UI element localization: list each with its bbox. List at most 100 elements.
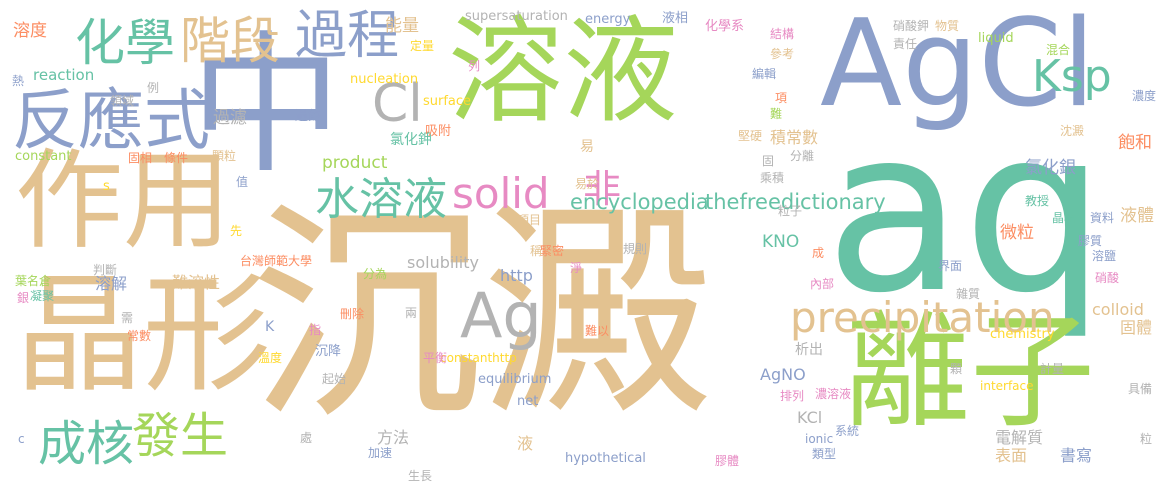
word-94: 編輯 <box>752 67 777 81</box>
word-72: 表面 <box>995 446 1028 465</box>
word-77: 膠體 <box>715 454 740 468</box>
word-26: energy <box>585 12 631 27</box>
word-95: 分離 <box>790 149 815 163</box>
word-25: supersaturation <box>465 9 568 24</box>
word-102: 項目 <box>517 213 542 227</box>
word-137: 計量 <box>1040 362 1065 376</box>
word-97: 混合 <box>1046 43 1071 57</box>
word-89: 列 <box>468 59 481 73</box>
word-59: colloid <box>1092 300 1144 319</box>
word-33: nucleation <box>350 72 419 87</box>
word-112: 晶格 <box>1052 211 1077 225</box>
word-106: 規則 <box>623 242 648 256</box>
word-49: 沈澱 <box>1060 124 1085 138</box>
word-104: 緊密 <box>540 244 565 258</box>
word-105: 淨 <box>570 261 583 275</box>
word-79: 系統 <box>835 424 860 438</box>
word-32: reaction <box>33 66 95 84</box>
word-48: 堅硬 <box>738 129 763 143</box>
word-40: 飽和 <box>1118 133 1152 153</box>
word-81: 加速 <box>368 446 393 460</box>
word-41: 過濾 <box>213 108 247 128</box>
word-138: 具備 <box>1128 382 1153 396</box>
word-122: 銀 <box>17 291 30 305</box>
word-65: constanthttp <box>440 351 517 365</box>
word-35: product <box>322 153 388 173</box>
word-115: 溶鹽 <box>1092 249 1117 263</box>
word-50: 濃度 <box>1132 89 1157 103</box>
word-47: 易 <box>580 139 594 155</box>
word-5: 晶形 <box>15 261 272 410</box>
word-103: 稱為 <box>530 244 555 258</box>
word-139: 粒 <box>1140 432 1153 446</box>
word-22: thefreedictionary <box>705 190 886 214</box>
word-110: 雜質 <box>956 287 981 301</box>
word-30: 物質 <box>935 19 960 33</box>
word-118: s <box>103 179 110 194</box>
word-13: Cl <box>372 74 423 134</box>
word-80: 生長 <box>408 469 433 482</box>
word-71: 電解質 <box>995 428 1044 447</box>
word-83: 濃溶液 <box>815 387 852 401</box>
word-55: http <box>500 266 533 285</box>
word-78: 類型 <box>812 447 837 461</box>
word-23: 溶度 <box>13 21 47 41</box>
word-53: KNO <box>762 232 800 252</box>
word-114: 資料 <box>1090 211 1115 225</box>
word-109: 界面 <box>938 259 963 273</box>
word-6: 作用 <box>15 139 232 264</box>
word-52: 微粒 <box>1000 223 1034 243</box>
word-121: 葉名倉 <box>15 274 52 288</box>
word-90: 項 <box>775 91 788 105</box>
word-12: Ksp <box>1032 51 1112 102</box>
word-9: 化學 <box>75 14 175 72</box>
word-107: 成 <box>812 246 825 260</box>
word-101: 易於 <box>575 177 600 191</box>
word-28: 化學系 <box>705 19 745 34</box>
word-93: 參考 <box>770 47 795 61</box>
word-58: 台灣師範大學 <box>240 254 313 268</box>
word-88: 定量 <box>410 39 435 53</box>
word-135: c <box>18 432 25 446</box>
word-76: ionic <box>805 432 834 446</box>
word-116: 硝酸 <box>1095 271 1120 285</box>
word-113: 膠質 <box>1078 234 1103 248</box>
word-128: 溫度 <box>258 351 283 365</box>
word-123: 凝聚 <box>30 289 55 303</box>
word-14: precipitation <box>790 293 1055 342</box>
word-92: 結構 <box>770 27 795 41</box>
word-134: 處 <box>300 431 313 445</box>
word-34: surface <box>423 94 472 109</box>
word-21: encyclopedia <box>570 190 709 214</box>
word-111: 教授 <box>1025 194 1050 208</box>
word-129: 刪除 <box>340 307 365 321</box>
word-85: 熱 <box>12 74 25 88</box>
word-51: 液體 <box>1120 206 1154 226</box>
word-125: K <box>265 319 275 335</box>
word-100: 粒子 <box>778 204 803 218</box>
word-69: 液 <box>517 434 534 453</box>
word-56: 溶解 <box>95 274 128 293</box>
word-124: 需 <box>121 311 134 325</box>
word-11: 過程 <box>295 6 400 66</box>
word-74: interface <box>980 379 1034 393</box>
word-44: 固相 <box>128 151 153 165</box>
word-45: 條件 <box>164 151 189 165</box>
word-96: 責任 <box>893 37 918 51</box>
word-24: 能量 <box>385 16 419 36</box>
word-64: equilibrium <box>478 372 552 387</box>
word-70: KCl <box>797 408 823 427</box>
word-57: 難溶性 <box>172 273 221 292</box>
word-10: 階段 <box>180 12 280 70</box>
word-119: 先 <box>230 224 243 238</box>
word-82: net <box>517 394 539 409</box>
word-98: 固 <box>762 154 775 168</box>
word-15: Ag <box>460 279 542 352</box>
word-60: 固體 <box>1120 318 1153 337</box>
word-99: 乘積 <box>760 171 785 185</box>
word-43: 吸附 <box>425 124 452 139</box>
word-39: 氯化銀 <box>1025 158 1076 178</box>
word-132: 難以 <box>585 324 610 338</box>
word-84: 排列 <box>780 389 805 403</box>
word-8: 反應式 <box>12 82 210 159</box>
